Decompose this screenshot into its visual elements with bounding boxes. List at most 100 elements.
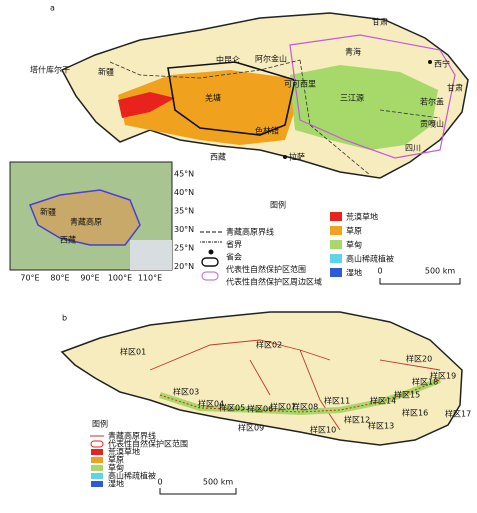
sample-label: 样区11	[324, 396, 350, 406]
legend-title: 图例	[92, 419, 108, 429]
lat-label: 25°N	[174, 244, 194, 253]
place-label: 西藏	[210, 152, 226, 162]
lon-label: 80°E	[50, 274, 69, 283]
place-label: 贡嘎山	[420, 119, 444, 129]
legend-reserve	[201, 257, 219, 267]
sample-label: 样区07	[270, 402, 296, 412]
legend-label: 荒漠草地	[108, 447, 140, 457]
sample-label: 样区16	[402, 408, 428, 418]
place-label: 塔什库尔干	[30, 65, 70, 75]
legend-reserve	[90, 440, 104, 448]
plateau-b	[60, 311, 463, 446]
sample-label: 样区14	[370, 396, 396, 406]
lon-label: 90°E	[80, 274, 99, 283]
legend-label: 草原	[108, 455, 124, 465]
legend-swatch	[91, 457, 103, 463]
desert	[118, 92, 175, 118]
lon-label: 110°E	[138, 274, 162, 283]
place-label: 甘肃	[447, 83, 463, 93]
legend-label: 高山稀疏植被	[346, 254, 394, 264]
meadow	[290, 65, 438, 150]
legend-swatch	[91, 465, 103, 471]
legend-swatch	[330, 254, 342, 263]
scale-label: 0	[377, 267, 382, 276]
sample-label: 样区12	[344, 415, 370, 425]
legend-swatch	[330, 226, 342, 235]
panel-label: b	[62, 314, 67, 323]
legend-swatch	[330, 268, 342, 277]
place-label: 新疆	[98, 67, 114, 77]
place-label: 中昆仑	[216, 55, 240, 65]
sample-label: 样区18	[412, 377, 438, 387]
inset-plateau	[29, 189, 141, 246]
reserve-outer	[289, 34, 456, 159]
legend-swatch	[330, 240, 342, 249]
sample-label: 样区13	[368, 421, 394, 431]
place-label: 四川	[405, 144, 421, 153]
lon-label: 70°E	[20, 274, 39, 283]
legend-label: 代表性自然保护区范围	[108, 439, 188, 449]
province-line-b	[149, 339, 441, 431]
sample-label: 样区17	[445, 409, 471, 419]
scale-label: 500 km	[425, 267, 455, 276]
legend-label: 青藏高原界线	[226, 227, 274, 237]
lat-label: 30°N	[174, 225, 194, 234]
reserve	[167, 61, 296, 136]
legend-label: 草原	[346, 226, 362, 236]
lon-label: 100°E	[108, 274, 132, 283]
scale-bar	[379, 278, 461, 285]
sample-label: 样区01	[120, 347, 146, 357]
legend-swatch	[330, 212, 342, 221]
sample-label: 样区08	[292, 402, 318, 412]
legend-title: 图例	[270, 200, 286, 210]
province-line	[109, 59, 441, 176]
inset-place: 青藏高原	[70, 217, 102, 227]
legend-label: 省会	[226, 252, 242, 262]
legend-label: 荒漠草地	[346, 212, 378, 222]
legend-label: 青藏高原界线	[108, 431, 156, 441]
sample-label: 样区02	[256, 340, 282, 350]
legend-reserve-outer	[201, 271, 219, 281]
inset-place: 新疆	[40, 207, 56, 217]
lat-label: 40°N	[174, 188, 194, 197]
panel-label: a	[50, 4, 55, 13]
place-label: 可可西里	[284, 80, 316, 89]
sample-label: 样区04	[198, 399, 224, 409]
legend-swatch	[91, 481, 103, 487]
sample-label: 样区05	[219, 403, 245, 413]
legend-label: 代表性自然保护区周边区域	[226, 277, 322, 287]
scale-label: 500 km	[203, 478, 233, 487]
capital	[428, 60, 432, 64]
lat-label: 45°N	[174, 170, 194, 179]
place-label: 甘肃	[372, 17, 388, 27]
place-label: 阿尔金山	[255, 54, 287, 64]
legend-label: 高山稀疏植被	[108, 471, 156, 481]
scale-bar	[159, 488, 237, 495]
inset-place: 西藏	[60, 235, 76, 245]
place-label: 若尔盖	[420, 97, 444, 107]
place-label: 拉萨	[289, 152, 305, 162]
steppe	[118, 70, 295, 145]
legend-label: 草甸	[346, 240, 362, 250]
lat-label: 35°N	[174, 207, 194, 216]
legend-label: 省界	[226, 239, 242, 249]
capital	[283, 155, 287, 159]
legend-label: 湿地	[108, 479, 124, 489]
inset-sea	[130, 240, 172, 270]
place-label: 羌塘	[205, 93, 221, 103]
sample-label: 样区19	[430, 371, 456, 381]
legend-swatch	[91, 449, 103, 455]
place-label: 青海	[345, 47, 361, 57]
legend-label: 代表性自然保护区范围	[226, 264, 306, 274]
legend-capital	[208, 249, 214, 255]
sample-label: 样区20	[406, 354, 432, 364]
sample-label: 样区06	[247, 404, 273, 414]
sample-label: 样区10	[310, 425, 336, 435]
sample-label: 样区09	[238, 423, 264, 433]
place-label: 色林错	[255, 126, 279, 136]
scale-label: 0	[157, 478, 162, 487]
place-label: 西宁	[434, 59, 450, 69]
sample-label: 样区15	[394, 390, 420, 400]
legend-swatch	[91, 473, 103, 479]
